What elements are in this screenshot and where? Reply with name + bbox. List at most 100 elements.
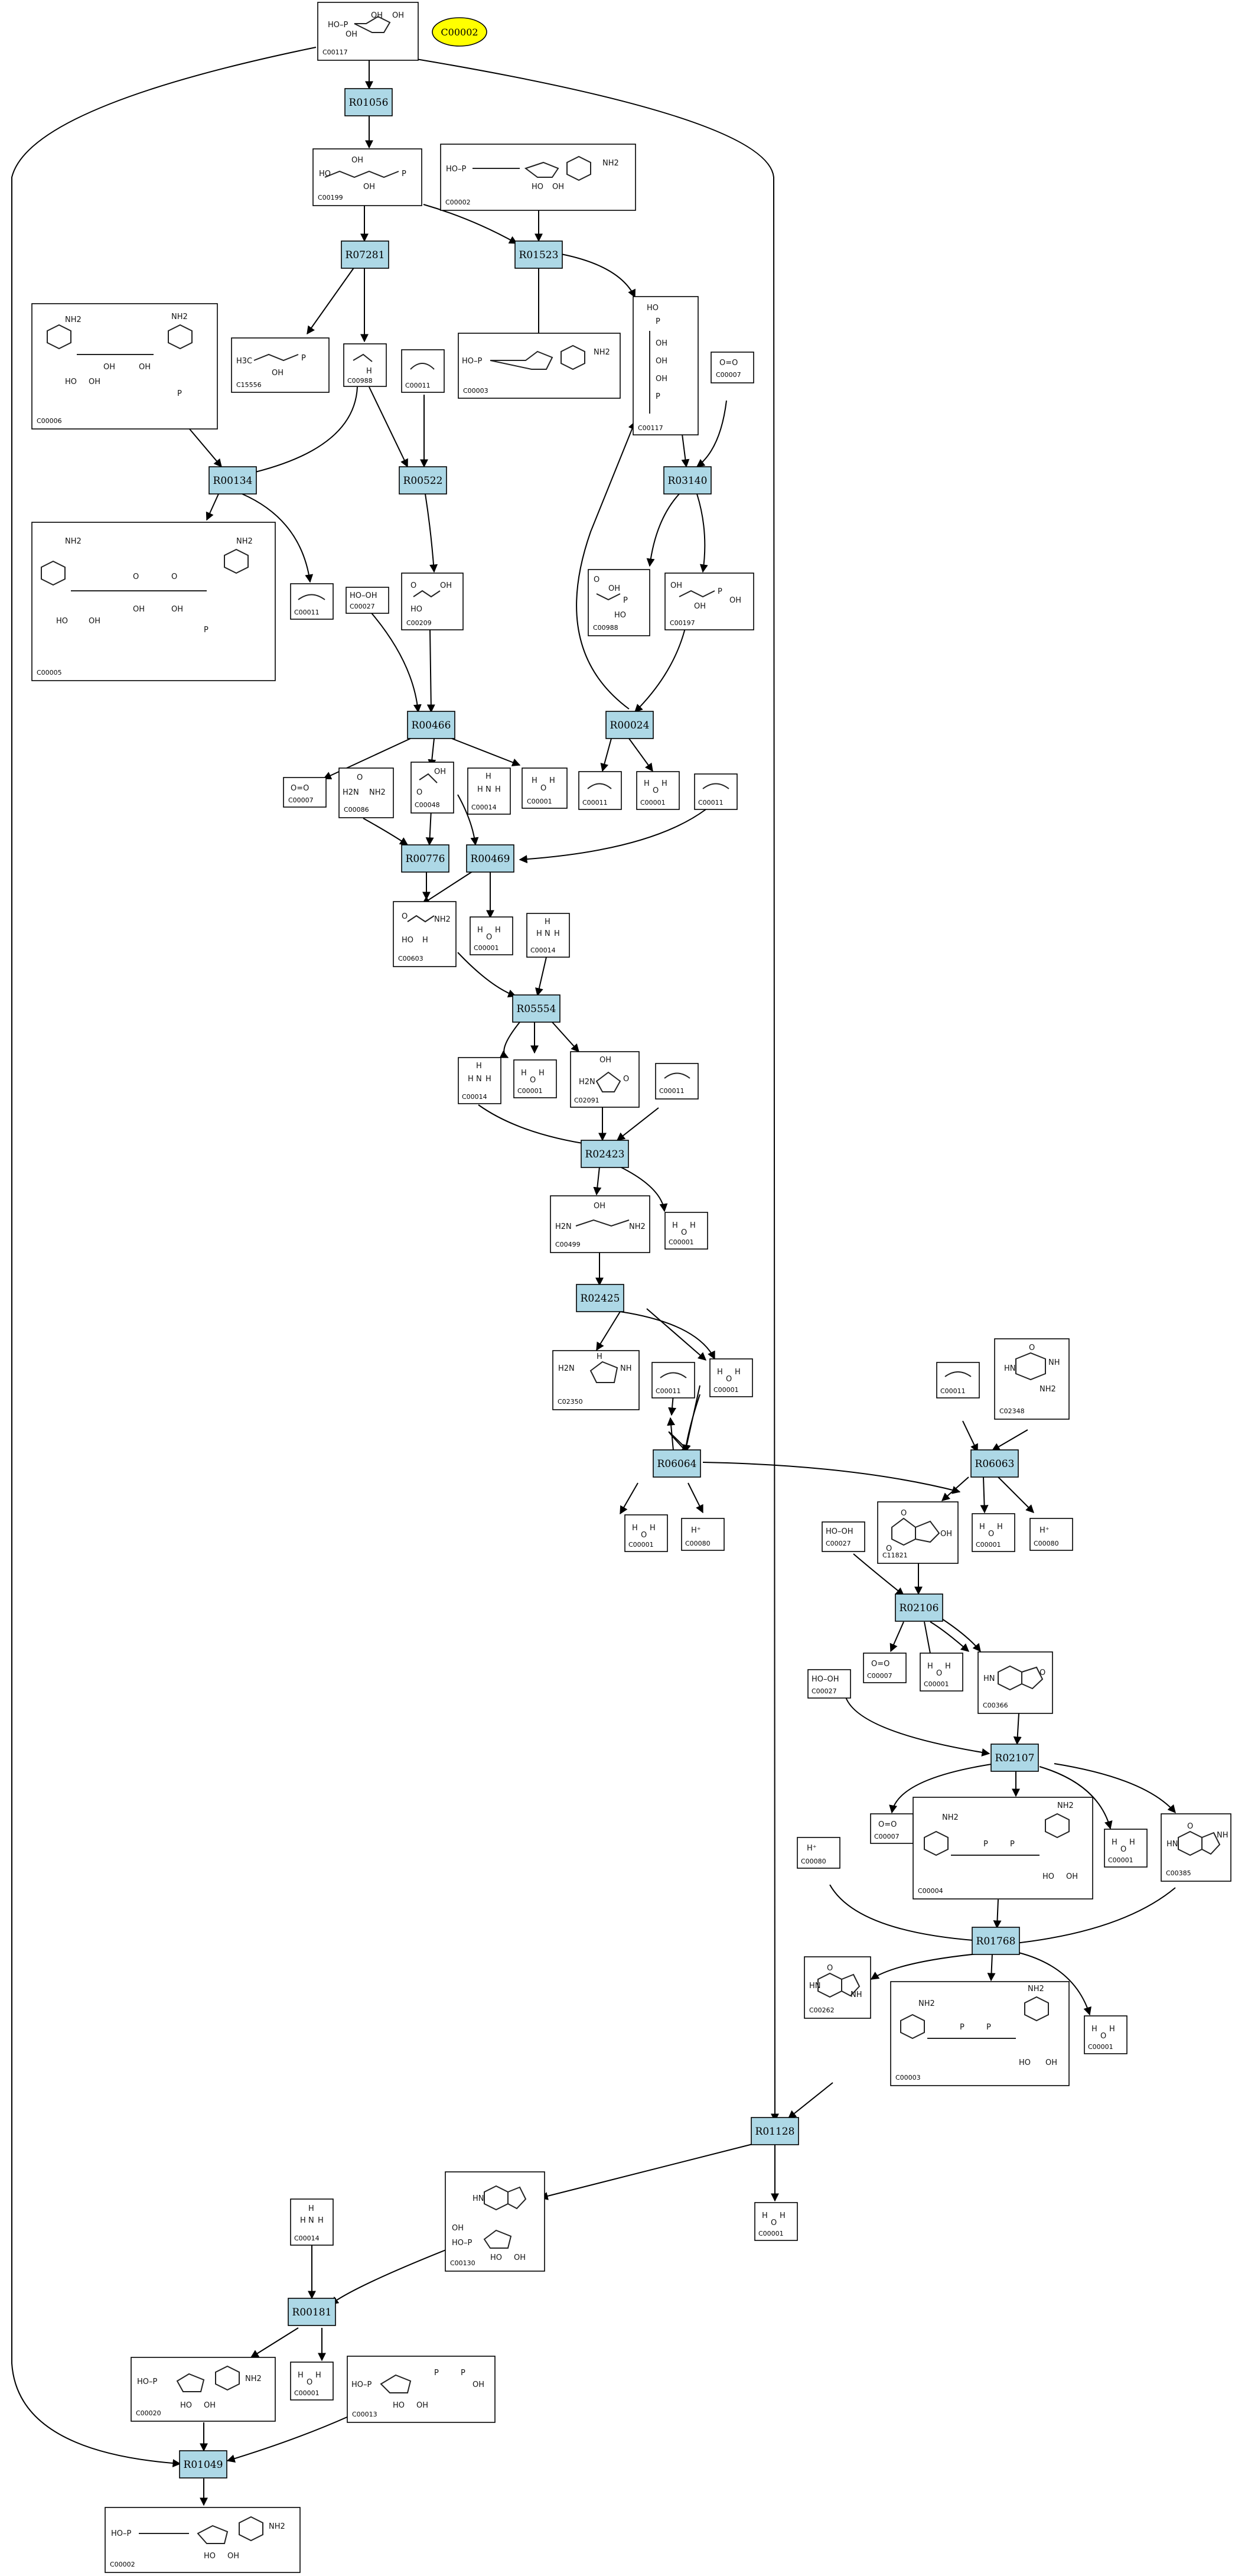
compound-c00014-a[interactable]: H H N H C00014 <box>467 767 511 815</box>
compound-c00048[interactable]: OH O C00048 <box>410 762 454 814</box>
reaction-r05554[interactable]: R05554 <box>512 994 561 1023</box>
reaction-r00134[interactable]: R00134 <box>208 466 257 495</box>
compound-c00499[interactable]: OH H2N NH2 C00499 <box>550 1195 650 1253</box>
compound-c00007-b[interactable]: O=O C00007 <box>283 777 327 808</box>
svg-text:C00080: C00080 <box>685 1540 711 1547</box>
compound-c02091[interactable]: OH H2N O C02091 <box>570 1051 640 1108</box>
compound-c00002-bottom[interactable]: HO–P NH2 HO OH C00002 <box>105 2507 301 2573</box>
compound-c00086[interactable]: O H2N NH2 C00086 <box>338 767 394 818</box>
compound-c00011-b[interactable]: C00011 <box>290 583 334 620</box>
svg-text:R01128: R01128 <box>755 2126 795 2138</box>
reaction-r02425[interactable]: R02425 <box>576 1284 624 1312</box>
reaction-r02106[interactable]: R02106 <box>895 1593 943 1622</box>
compound-c00988[interactable]: H C00988 <box>343 343 387 387</box>
compound-c00011-c[interactable]: C00011 <box>578 771 622 810</box>
compound-c00003[interactable]: HO–P NH2 C00003 <box>458 333 621 399</box>
compound-c00385[interactable]: HN NH O C00385 <box>1161 1813 1231 1882</box>
compound-c00006[interactable]: NH2 OH OH NH2 HO OH P C00006 <box>31 303 218 430</box>
compound-c00001-a[interactable]: H O H C00001 <box>522 767 568 809</box>
compound-c00014-b[interactable]: H H N H C00014 <box>526 913 570 958</box>
compound-c00199[interactable]: HO OH OH P C00199 <box>312 148 422 206</box>
compound-c00001-b[interactable]: H O H C00001 <box>636 771 680 810</box>
compound-c00011-g[interactable]: C00011 <box>936 1362 980 1398</box>
compound-c00366[interactable]: HN O C00366 <box>977 1651 1053 1714</box>
svg-text:O=O: O=O <box>871 1660 889 1668</box>
svg-text:HO: HO <box>532 183 543 191</box>
reaction-r00522[interactable]: R00522 <box>399 466 447 495</box>
compound-c00013[interactable]: HO–P P P OH HO OH C00013 <box>347 2356 496 2423</box>
compound-c00209[interactable]: O OH HO C00209 <box>401 573 464 630</box>
reaction-r00466[interactable]: R00466 <box>407 711 455 739</box>
compound-c00005[interactable]: NH2 O O OH OH NH2 HO OH P C00005 <box>31 522 276 681</box>
compound-c00001-g[interactable]: H O H C00001 <box>624 1514 668 1552</box>
compound-c00603[interactable]: O NH2 HO H C00603 <box>393 901 457 967</box>
compound-c00002-top[interactable]: HO–P NH2 HO OH C00002 <box>440 144 636 211</box>
compound-c00197[interactable]: OH P OH OH C00197 <box>664 573 754 630</box>
compound-c00262[interactable]: O HN NH C00262 <box>804 1956 871 2019</box>
compound-c00001-d[interactable]: H O H C00001 <box>513 1059 557 1098</box>
reaction-r01056[interactable]: R01056 <box>344 88 393 116</box>
reaction-r07281[interactable]: R07281 <box>341 240 389 269</box>
reaction-r06063[interactable]: R06063 <box>970 1449 1019 1478</box>
reaction-r00469[interactable]: R00469 <box>466 844 514 873</box>
compound-c00014-c[interactable]: H H N H C00014 <box>458 1057 501 1104</box>
compound-c00011-e[interactable]: C00011 <box>655 1063 699 1100</box>
compound-c00130[interactable]: HN OH HO–P HO OH C00130 <box>445 2171 545 2272</box>
compound-c00007-a[interactable]: O=O C00007 <box>711 352 754 383</box>
svg-text:R05554: R05554 <box>517 1003 556 1015</box>
compound-c00001-j[interactable]: H O H C00001 <box>1104 1829 1148 1868</box>
compound-c00001-c[interactable]: H O H C00001 <box>470 916 513 955</box>
compound-c00001-e[interactable]: H O H C00001 <box>664 1212 708 1250</box>
reaction-r02107[interactable]: R02107 <box>990 1744 1039 1772</box>
compound-c15556[interactable]: H3C P OH C15556 <box>231 337 330 393</box>
reaction-r01128[interactable]: R01128 <box>751 2117 799 2145</box>
reaction-r01523[interactable]: R01523 <box>514 240 563 269</box>
compound-c00014-d[interactable]: H H N H C00014 <box>290 2198 334 2246</box>
compound-c00001-l[interactable]: H O H C00001 <box>754 2202 798 2241</box>
svg-text:C00130: C00130 <box>450 2259 475 2267</box>
svg-text:O: O <box>1187 1822 1193 1831</box>
compound-c00117[interactable]: HO–P OH OH OH C00117 <box>317 2 419 61</box>
reaction-r00024[interactable]: R00024 <box>605 711 654 739</box>
compound-c00007-c[interactable]: O=O C00007 <box>863 1653 907 1683</box>
compound-c00011-a[interactable]: C00011 <box>401 349 445 393</box>
reaction-r01049[interactable]: R01049 <box>179 2450 227 2479</box>
compound-c11821[interactable]: O OH O C11821 <box>877 1501 959 1564</box>
compound-c00007-d[interactable]: O=O C00007 <box>870 1813 914 1844</box>
compound-c00080-b[interactable]: H⁺ C00080 <box>1029 1518 1073 1551</box>
svg-text:P: P <box>623 596 628 605</box>
molecule-c00117: HO–P OH OH OH <box>328 11 404 39</box>
reaction-r00776[interactable]: R00776 <box>401 844 449 873</box>
compound-c01102[interactable]: HO P OH OH OH P C00117 <box>633 296 699 435</box>
svg-text:C00080: C00080 <box>801 1858 826 1865</box>
compound-c02348[interactable]: O HN NH NH2 C02348 <box>994 1338 1070 1420</box>
svg-text:R01056: R01056 <box>349 97 389 109</box>
reaction-r01768[interactable]: R01768 <box>972 1927 1020 1955</box>
compound-c00001-f[interactable]: H O H C00001 <box>709 1358 753 1397</box>
reaction-r06064[interactable]: R06064 <box>653 1449 701 1478</box>
compound-c00027-c[interactable]: HO–OH C00027 <box>807 1669 851 1699</box>
reaction-r00181[interactable]: R00181 <box>288 2298 336 2326</box>
compound-c02350[interactable]: H2N NH H C02350 <box>552 1350 640 1410</box>
compound-c00001-h[interactable]: H O H C00001 <box>972 1513 1015 1552</box>
reaction-r02423[interactable]: R02423 <box>581 1140 629 1168</box>
compound-c00988-b[interactable]: O OH P HO C00988 <box>588 569 650 636</box>
svg-text:R00134: R00134 <box>213 475 253 487</box>
compound-c00080-c[interactable]: H⁺ C00080 <box>797 1837 840 1869</box>
molecule-c00988-b: O OH P HO <box>594 575 628 620</box>
compound-c00020[interactable]: HO–P NH2 HO OH C00020 <box>131 2357 276 2422</box>
compound-c00080-a[interactable]: H⁺ C00080 <box>681 1518 725 1551</box>
molecule-c00011-d <box>702 783 729 789</box>
compound-c00001-k[interactable]: H O H C00001 <box>1084 2015 1128 2054</box>
compound-c00027-b[interactable]: HO–OH C00027 <box>822 1521 865 1552</box>
molecule-c00209: O OH HO <box>410 581 452 614</box>
compound-c00003-b[interactable]: NH2 P P NH2 HO OH C00003 <box>890 1981 1070 2086</box>
compound-c00001-m[interactable]: H O H C00001 <box>290 2362 334 2401</box>
compound-c00027-a[interactable]: HO–OH C00027 <box>346 587 389 614</box>
compound-c00011-d[interactable]: C00011 <box>694 773 738 810</box>
compound-c00004[interactable]: NH2 P P NH2 HO OH C00004 <box>913 1797 1093 1900</box>
reaction-r03140[interactable]: R03140 <box>663 466 712 495</box>
compound-c00011-f[interactable]: C00011 <box>651 1362 695 1398</box>
start-node[interactable]: C00002 <box>432 17 487 47</box>
compound-c00001-i[interactable]: H O H C00001 <box>920 1653 963 1692</box>
